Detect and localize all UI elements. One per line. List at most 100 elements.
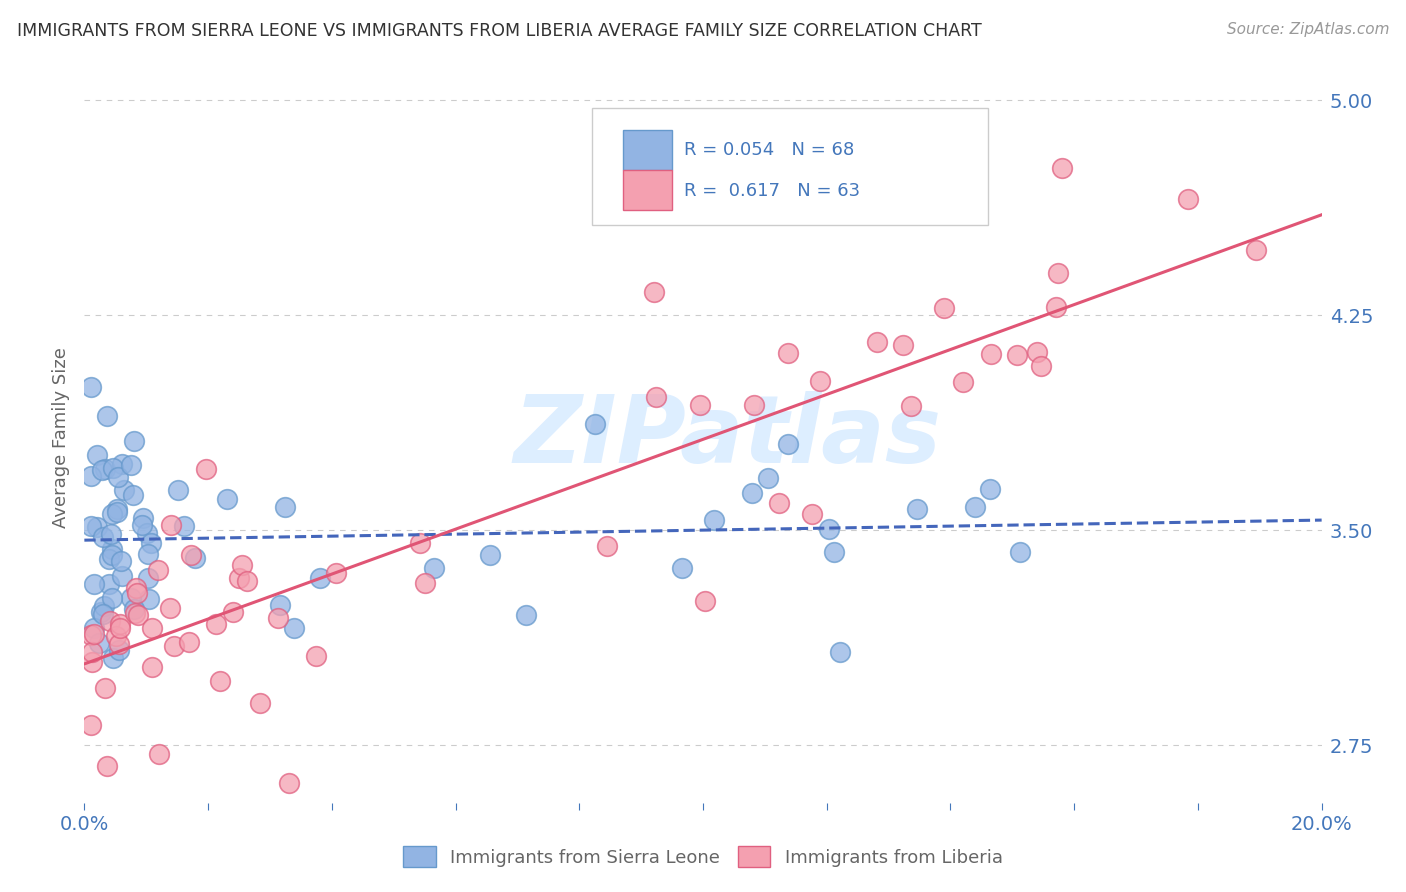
Point [900, 399, 922, 413]
Point [120, 458, 142, 472]
Point [180, 548, 202, 562]
Point [205, 616, 228, 631]
Point [222, 605, 245, 619]
Point [830, 645, 852, 659]
Point [800, 507, 823, 521]
Point [122, 434, 145, 448]
Bar [623, 170, 672, 211]
Point [423, 561, 446, 575]
Point [98, 552, 121, 566]
Point [1244, 244, 1267, 258]
Point [107, 470, 129, 484]
Point [305, 648, 328, 663]
Point [104, 629, 127, 643]
Y-axis label: Average Family Size: Average Family Size [52, 347, 70, 527]
Point [136, 547, 159, 561]
Point [159, 601, 181, 615]
Point [127, 586, 149, 600]
Point [905, 501, 928, 516]
Point [409, 536, 432, 550]
Point [583, 417, 606, 431]
Point [643, 285, 665, 300]
Point [818, 522, 841, 536]
Point [177, 634, 200, 648]
Point [105, 505, 128, 519]
Point [1031, 359, 1053, 373]
Point [124, 606, 146, 620]
Point [108, 642, 131, 657]
Text: Source: ZipAtlas.com: Source: ZipAtlas.com [1226, 22, 1389, 37]
Point [893, 338, 915, 352]
Point [108, 616, 131, 631]
Point [274, 500, 297, 515]
Point [236, 574, 259, 588]
Point [100, 527, 122, 541]
Point [963, 500, 986, 515]
Text: R =  0.617   N = 63: R = 0.617 N = 63 [685, 182, 860, 200]
Point [808, 374, 831, 388]
Point [741, 486, 763, 500]
Point [141, 660, 163, 674]
Point [695, 594, 717, 608]
Point [90, 463, 112, 477]
Point [269, 598, 291, 612]
Text: R = 0.054   N = 68: R = 0.054 N = 68 [685, 141, 855, 160]
Point [83, 626, 105, 640]
Point [132, 511, 155, 525]
Point [932, 301, 955, 316]
Point [111, 568, 134, 582]
Point [79, 718, 101, 732]
Point [125, 581, 148, 595]
Point [823, 544, 845, 558]
Point [136, 526, 159, 541]
Point [671, 560, 693, 574]
Point [83, 621, 105, 635]
Point [413, 575, 436, 590]
Point [776, 436, 799, 450]
Point [96, 409, 118, 424]
Point [194, 462, 217, 476]
Point [138, 592, 160, 607]
Point [107, 637, 129, 651]
Point [1177, 193, 1199, 207]
Point [131, 517, 153, 532]
Point [231, 558, 253, 572]
Point [98, 576, 121, 591]
Point [742, 399, 765, 413]
Point [979, 483, 1001, 497]
Point [86, 519, 108, 533]
Point [325, 566, 347, 581]
Point [756, 471, 779, 485]
Point [249, 696, 271, 710]
Point [112, 483, 135, 497]
Point [136, 571, 159, 585]
Point [101, 508, 124, 522]
Point [173, 518, 195, 533]
Point [208, 674, 231, 689]
Point [1007, 348, 1029, 362]
Point [689, 398, 711, 412]
Point [79, 469, 101, 483]
Point [952, 376, 974, 390]
Point [1046, 266, 1069, 280]
Point [277, 775, 299, 789]
Point [96, 759, 118, 773]
Point [980, 347, 1002, 361]
Point [228, 571, 250, 585]
Point [866, 335, 889, 350]
Point [79, 518, 101, 533]
Point [79, 380, 101, 394]
Point [121, 488, 143, 502]
Point [91, 607, 114, 622]
Point [110, 622, 132, 636]
Point [127, 608, 149, 623]
Point [86, 448, 108, 462]
Text: ZIPatlas: ZIPatlas [513, 391, 942, 483]
Point [146, 563, 169, 577]
Point [1026, 344, 1049, 359]
Point [101, 591, 124, 606]
Point [90, 605, 112, 619]
Point [141, 621, 163, 635]
Point [778, 346, 800, 360]
Point [148, 747, 170, 761]
